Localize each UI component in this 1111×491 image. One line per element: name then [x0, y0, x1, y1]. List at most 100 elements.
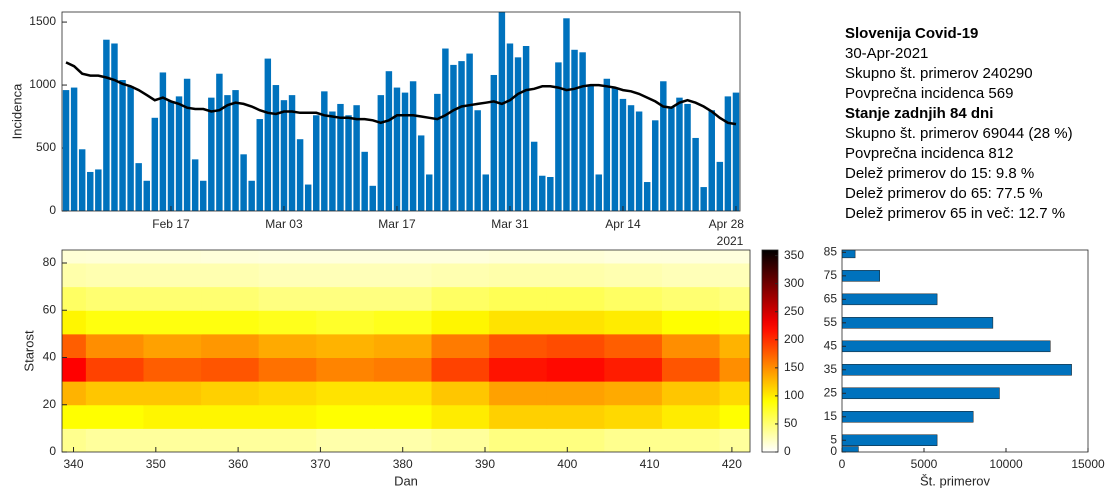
colorbar-tick-label: 200	[784, 332, 804, 346]
bar	[87, 171, 94, 211]
info-line: Delež primerov do 65: 77.5 %	[845, 185, 1043, 202]
bar	[842, 270, 880, 282]
contour-cell	[373, 250, 433, 264]
contour-cell	[85, 262, 144, 288]
x-tick-label: Apr 28	[709, 217, 745, 231]
bar	[684, 103, 691, 211]
colorbar-tick-label: 150	[784, 360, 804, 374]
y-tick-label: 80	[43, 255, 57, 269]
info-line: Povprečna incidenca 569	[845, 85, 1013, 102]
contour-cell	[604, 310, 663, 335]
colorbar-tick-label: 50	[784, 416, 798, 430]
contour-cell	[431, 310, 490, 335]
x-tick-label: 15000	[1071, 457, 1105, 471]
bar	[708, 110, 715, 211]
contour-cell	[258, 404, 317, 429]
bar	[660, 81, 667, 211]
contour-cell	[316, 286, 375, 311]
contour-cell	[143, 428, 202, 452]
contour-cell	[546, 310, 605, 335]
contour-cell	[719, 310, 750, 335]
bar	[603, 78, 611, 211]
contour-cell	[431, 404, 490, 429]
bar	[724, 96, 732, 211]
bar	[498, 12, 506, 211]
contour-cell	[143, 404, 202, 429]
contour-cell	[201, 404, 260, 429]
bar	[304, 184, 312, 211]
contour-cell	[431, 250, 490, 264]
bar	[514, 57, 522, 212]
contour-cell	[489, 428, 548, 452]
contour-cell	[489, 404, 548, 429]
bar	[409, 81, 417, 211]
contour-cell	[546, 381, 605, 406]
bar	[842, 340, 1051, 353]
x-tick-label: 0	[839, 457, 846, 471]
bar	[490, 74, 498, 211]
bar	[240, 154, 247, 211]
bar	[111, 43, 118, 212]
x-axis-label: Št. primerov	[920, 473, 991, 488]
y-tick-label: 55	[824, 315, 838, 329]
bar	[842, 434, 938, 447]
bar	[676, 97, 683, 211]
bar	[151, 117, 159, 211]
y-tick-label: 500	[36, 140, 56, 154]
bar	[635, 111, 643, 211]
contour-cell	[62, 404, 87, 429]
x-tick-label: Mar 31	[491, 217, 529, 231]
contour-cell	[85, 333, 144, 358]
bar	[361, 151, 368, 211]
bar	[143, 180, 150, 211]
x-tick-label: 390	[475, 457, 495, 471]
contour-cell	[719, 404, 750, 429]
contour-cell	[373, 428, 433, 452]
contour-cell	[201, 381, 260, 406]
contour-cell	[719, 286, 750, 311]
contour-cell	[85, 286, 144, 311]
bar	[183, 78, 191, 211]
bar	[345, 115, 352, 211]
contour-cell	[719, 262, 750, 288]
x-tick-label: Apr 14	[605, 217, 641, 231]
y-tick-label: 5	[830, 432, 837, 446]
contour-cell	[604, 357, 663, 382]
contour-cell	[85, 404, 144, 429]
axes-frame	[61, 249, 751, 453]
contour-cell	[604, 333, 663, 358]
x-tick-label: 360	[228, 457, 248, 471]
contour-cell	[258, 262, 317, 288]
bar	[95, 169, 102, 211]
info-line: Skupno št. primerov 69044 (28 %)	[845, 125, 1073, 142]
bar	[256, 119, 263, 211]
x-tick-label: Mar 03	[265, 217, 303, 231]
contour-cell	[546, 404, 605, 429]
bar	[627, 105, 635, 211]
x-year-label: 2021	[717, 234, 744, 248]
contour-cell	[604, 262, 663, 288]
contour-cell	[661, 262, 721, 288]
bar	[668, 106, 675, 211]
contour-cell	[661, 310, 721, 335]
info-line: Delež primerov do 15: 9.8 %	[845, 165, 1034, 182]
contour-cell	[546, 286, 605, 311]
bar	[555, 62, 562, 211]
bar	[434, 93, 441, 211]
contour-cell	[316, 250, 375, 264]
contour-cell	[719, 428, 750, 452]
bar	[563, 18, 570, 211]
contour-cell	[62, 310, 87, 335]
bar	[369, 185, 376, 211]
y-tick-label: 1000	[29, 77, 56, 91]
y-tick-label: 35	[824, 362, 838, 376]
contour-cell	[719, 333, 750, 358]
y-tick-label: 0	[830, 444, 837, 458]
bar	[482, 174, 489, 211]
info-title: Slovenija Covid-19	[845, 25, 978, 42]
bar	[385, 71, 393, 212]
bar	[474, 110, 481, 211]
x-tick-label: 410	[640, 457, 660, 471]
bar	[842, 387, 1000, 400]
x-axis-label: Dan	[394, 473, 418, 488]
